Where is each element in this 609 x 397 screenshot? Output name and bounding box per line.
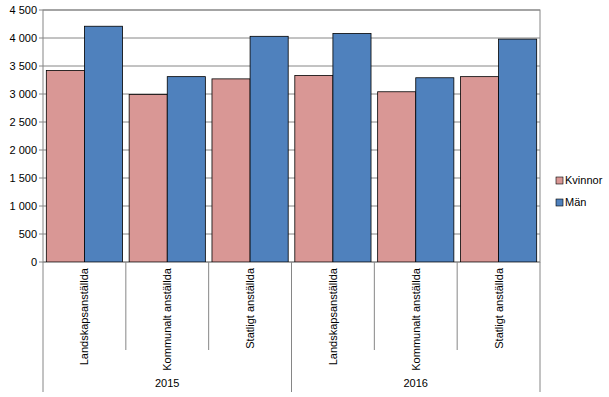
category-label: Statligt anställda	[244, 267, 256, 349]
y-tick-label: 1 500	[9, 172, 37, 184]
bar	[460, 77, 498, 262]
category-divider	[374, 262, 375, 350]
bars	[46, 26, 536, 262]
category-divider	[43, 262, 44, 350]
bar	[499, 39, 537, 262]
category-divider	[540, 262, 541, 350]
y-tick	[39, 94, 43, 95]
bar	[333, 34, 371, 262]
bar	[46, 70, 84, 262]
legend-swatch	[556, 177, 563, 184]
y-tick	[39, 234, 43, 235]
group-divider	[291, 350, 292, 392]
y-tick	[39, 10, 43, 11]
y-tick-label: 4 500	[9, 4, 37, 16]
category-divider	[125, 262, 126, 350]
background	[0, 0, 609, 397]
y-tick	[39, 38, 43, 39]
bar	[84, 26, 122, 262]
group-label: 2016	[404, 377, 428, 389]
category-label: Landskapsanställda	[327, 267, 339, 365]
y-tick-label: 2 500	[9, 116, 37, 128]
category-label: Kommunalt anställda	[410, 267, 422, 371]
bar	[295, 76, 333, 262]
y-tick-label: 2 000	[9, 144, 37, 156]
category-label: Landskapsanställda	[78, 267, 90, 365]
category-divider	[457, 262, 458, 350]
legend-label: Män	[565, 196, 586, 208]
y-tick	[39, 122, 43, 123]
y-tick-label: 500	[19, 228, 37, 240]
y-tick	[39, 206, 43, 207]
y-tick	[39, 150, 43, 151]
y-tick-label: 3 500	[9, 60, 37, 72]
bar	[212, 79, 250, 262]
legend-swatch	[556, 199, 563, 206]
bar	[129, 95, 167, 262]
y-tick-label: 4 000	[9, 32, 37, 44]
chart: 0 500 1 000 1 500 2 000 2 500 3 000 3 500 4 000 4…	[0, 0, 609, 397]
y-tick	[39, 66, 43, 67]
y-tick-label: 3 000	[9, 88, 37, 100]
bar	[416, 78, 454, 262]
y-tick-label: 0	[31, 256, 37, 268]
category-divider	[291, 262, 292, 350]
category-label: Kommunalt anställda	[161, 267, 173, 371]
group-divider	[540, 350, 541, 392]
plot-frame	[43, 10, 540, 262]
y-tick-label: 1 000	[9, 200, 37, 212]
category-label: Statligt anställda	[493, 267, 505, 349]
group-label: 2015	[155, 377, 179, 389]
bar	[378, 92, 416, 262]
category-divider	[208, 262, 209, 350]
bar	[250, 36, 288, 262]
legend-label: Kvinnor	[565, 174, 603, 186]
y-tick	[39, 262, 43, 263]
y-tick	[39, 178, 43, 179]
group-divider	[43, 350, 44, 392]
bar	[167, 77, 205, 262]
